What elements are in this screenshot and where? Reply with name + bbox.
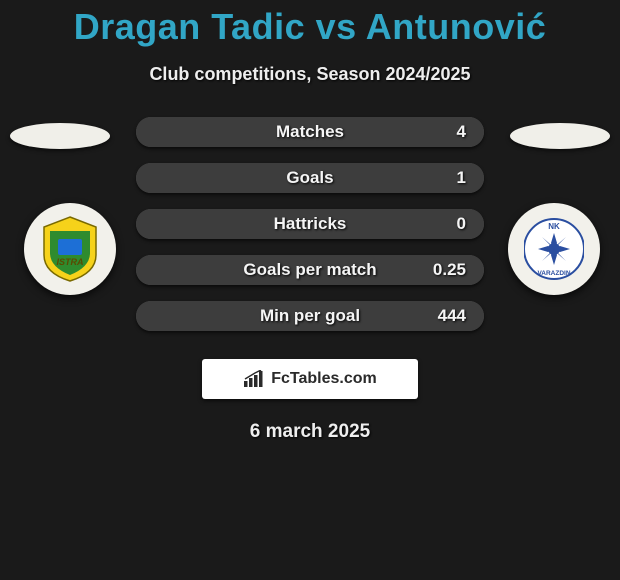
right-player-marker — [510, 123, 610, 149]
svg-text:ISTRA: ISTRA — [57, 257, 84, 267]
brand-text: FcTables.com — [271, 370, 377, 388]
svg-text:VARAZDIN: VARAZDIN — [537, 270, 570, 277]
left-club-badge: ISTRA — [24, 203, 116, 295]
stat-label: Min per goal — [260, 306, 360, 326]
stat-value-right: 4 — [457, 122, 466, 142]
date-label: 6 march 2025 — [0, 421, 620, 443]
stat-value-right: 0.25 — [433, 260, 466, 280]
stat-row: Min per goal 444 — [136, 301, 484, 331]
istra-crest-icon: ISTRA — [40, 215, 100, 283]
stat-value-right: 0 — [457, 214, 466, 234]
stat-value-right: 444 — [438, 306, 466, 326]
comparison-infographic: Dragan Tadic vs Antunović Club competiti… — [0, 0, 620, 580]
page-title: Dragan Tadic vs Antunović — [0, 0, 620, 48]
left-player-marker — [10, 123, 110, 149]
stat-label: Goals — [286, 168, 333, 188]
subtitle: Club competitions, Season 2024/2025 — [0, 64, 620, 85]
stat-row: Hattricks 0 — [136, 209, 484, 239]
bar-chart-icon — [243, 370, 265, 388]
brand-badge: FcTables.com — [202, 359, 418, 399]
stat-row: Matches 4 — [136, 117, 484, 147]
stat-row: Goals per match 0.25 — [136, 255, 484, 285]
varteks-crest-icon: NK VARAZDIN — [524, 215, 584, 283]
svg-text:NK: NK — [548, 222, 560, 231]
comparison-body: ISTRA NK VARAZDIN — [0, 109, 620, 339]
stats-list: Matches 4 Goals 1 Hattricks 0 Goals per match 0… — [136, 117, 484, 331]
stat-label: Hattricks — [274, 214, 347, 234]
right-club-badge: NK VARAZDIN — [508, 203, 600, 295]
stat-label: Goals per match — [243, 260, 376, 280]
stat-row: Goals 1 — [136, 163, 484, 193]
stat-label: Matches — [276, 122, 344, 142]
stat-value-right: 1 — [457, 168, 466, 188]
